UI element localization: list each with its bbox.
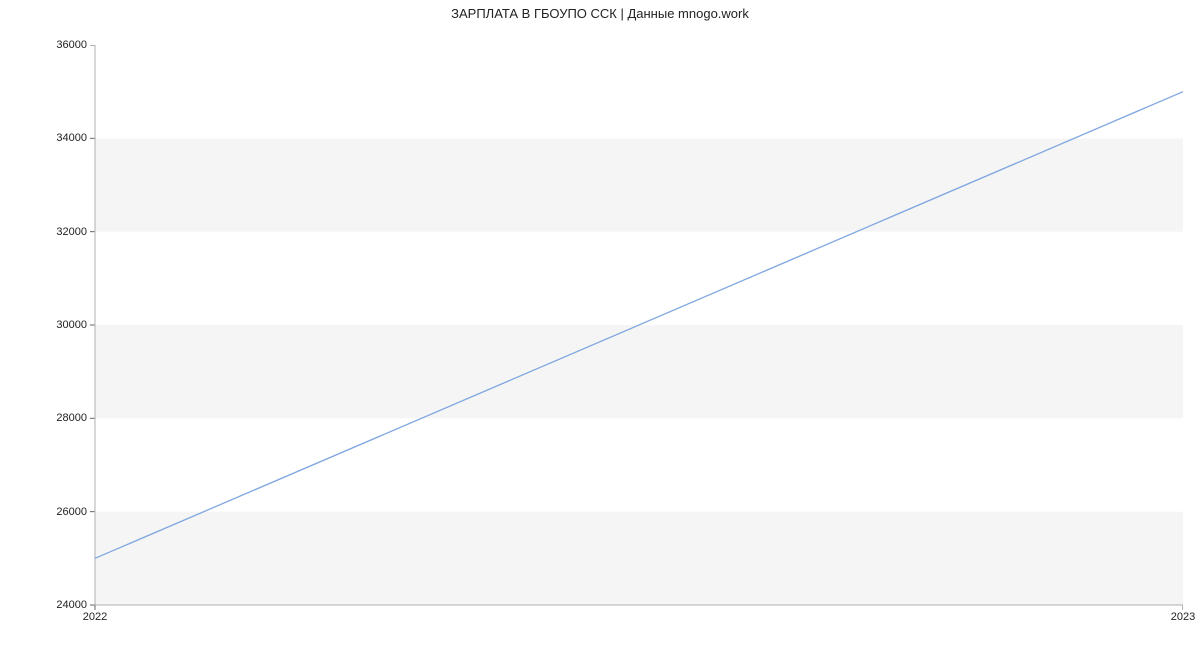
x-tick-label: 2023 bbox=[1171, 605, 1195, 623]
y-tick-label: 30000 bbox=[56, 319, 95, 331]
chart-svg bbox=[89, 45, 1183, 611]
y-tick-label: 28000 bbox=[56, 412, 95, 424]
y-tick-label: 36000 bbox=[56, 39, 95, 51]
x-tick-label: 2022 bbox=[83, 605, 107, 623]
y-tick-label: 34000 bbox=[56, 132, 95, 144]
chart-title: ЗАРПЛАТА В ГБОУПО ССК | Данные mnogo.wor… bbox=[0, 6, 1200, 21]
y-tick-label: 26000 bbox=[56, 506, 95, 518]
y-tick-label: 32000 bbox=[56, 226, 95, 238]
plot-area: 2400026000280003000032000340003600020222… bbox=[95, 45, 1183, 605]
salary-line-chart: ЗАРПЛАТА В ГБОУПО ССК | Данные mnogo.wor… bbox=[0, 0, 1200, 650]
